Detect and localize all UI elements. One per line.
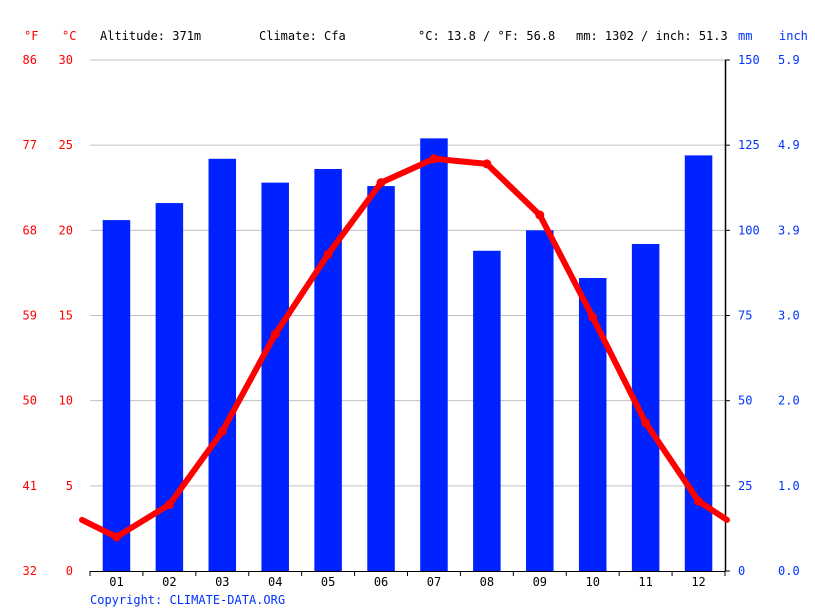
tick-label-celsius: 20: [59, 223, 73, 237]
tick-label-fahrenheit: 59: [23, 309, 37, 323]
tick-label-celsius: 30: [59, 53, 73, 67]
tick-labels: 32 0 0 0.041 5 25 1.050 10 50 2.059 15 75 3.068 20 100…: [23, 53, 800, 589]
tick-label-inch: 5.9: [778, 53, 800, 67]
gridlines: [90, 59, 725, 487]
tick-label-celsius: 5: [66, 479, 73, 493]
precipitation-bar: [261, 182, 289, 571]
temperature-point: [482, 159, 492, 169]
altitude-label: Altitude: 371m: [100, 29, 201, 43]
temperature-point: [535, 210, 545, 220]
temperature-point: [641, 418, 651, 428]
temperature-point: [694, 496, 704, 506]
tick-label-inch: 1.0: [778, 479, 800, 493]
temperature-point: [323, 249, 333, 259]
temperature-point: [588, 312, 598, 322]
unit-inch-label: inch: [779, 29, 808, 43]
tick-label-inch: 3.9: [778, 223, 800, 237]
precipitation-bar: [155, 203, 184, 571]
precipitation-bar: [208, 158, 237, 571]
tick-label-mm: 150: [738, 53, 760, 67]
tick-label-celsius: 10: [59, 394, 73, 408]
precipitation-bar: [578, 278, 607, 571]
tick-label-mm: 0: [738, 564, 745, 578]
temperature-point: [111, 532, 121, 542]
tick-label-celsius: 0: [66, 564, 73, 578]
unit-mm-label: mm: [738, 29, 752, 43]
temperature-line: [79, 154, 730, 542]
unit-fahrenheit-label: °F: [24, 29, 38, 43]
axes: [89, 59, 730, 576]
tick-label-month: 08: [480, 575, 494, 589]
climate-label: Climate: Cfa: [259, 29, 346, 43]
precipitation-bar: [314, 169, 342, 571]
tick-label-month: 11: [638, 575, 652, 589]
precipitation-bar: [473, 250, 501, 572]
tick-label-mm: 50: [738, 394, 752, 408]
tick-label-fahrenheit: 68: [23, 223, 37, 237]
precipitation-bar: [420, 138, 448, 571]
tick-label-month: 01: [109, 575, 123, 589]
precipitation-bar: [526, 230, 554, 572]
annual-precipitation-label: mm: 1302 / inch: 51.3: [576, 29, 728, 43]
tick-label-mm: 125: [738, 138, 760, 152]
unit-celsius-label: °C: [62, 29, 76, 43]
tick-label-month: 04: [268, 575, 282, 589]
temperature-point: [376, 178, 386, 188]
tick-label-celsius: 15: [59, 309, 73, 323]
tick-label-inch: 3.0: [778, 309, 800, 323]
precipitation-bars: [102, 138, 713, 572]
precipitation-bar: [102, 220, 131, 571]
temperature-point: [217, 426, 227, 436]
tick-label-inch: 2.0: [778, 394, 800, 408]
tick-label-month: 10: [585, 575, 599, 589]
tick-label-fahrenheit: 86: [23, 53, 37, 67]
tick-label-month: 05: [321, 575, 335, 589]
tick-label-mm: 75: [738, 309, 752, 323]
tick-label-fahrenheit: 32: [23, 564, 37, 578]
tick-label-fahrenheit: 77: [23, 138, 37, 152]
tick-label-month: 02: [162, 575, 176, 589]
tick-label-month: 09: [533, 575, 547, 589]
average-temperature-label: °C: 13.8 / °F: 56.8: [418, 29, 555, 43]
copyright-text: Copyright: CLIMATE-DATA.ORG: [90, 593, 285, 607]
tick-label-fahrenheit: 50: [23, 394, 37, 408]
tick-label-inch: 0.0: [778, 564, 800, 578]
tick-label-inch: 4.9: [778, 138, 800, 152]
precipitation-bar: [367, 186, 395, 571]
temperature-line-path: [79, 155, 730, 540]
tick-label-fahrenheit: 41: [23, 479, 37, 493]
tick-label-month: 06: [374, 575, 388, 589]
tick-label-celsius: 25: [59, 138, 73, 152]
tick-label-month: 07: [427, 575, 441, 589]
tick-label-mm: 100: [738, 223, 760, 237]
temperature-point: [270, 329, 280, 339]
temperature-point: [429, 154, 439, 164]
tick-label-month: 03: [215, 575, 229, 589]
tick-label-month: 12: [691, 575, 705, 589]
temperature-point: [164, 500, 174, 510]
tick-label-mm: 25: [738, 479, 752, 493]
